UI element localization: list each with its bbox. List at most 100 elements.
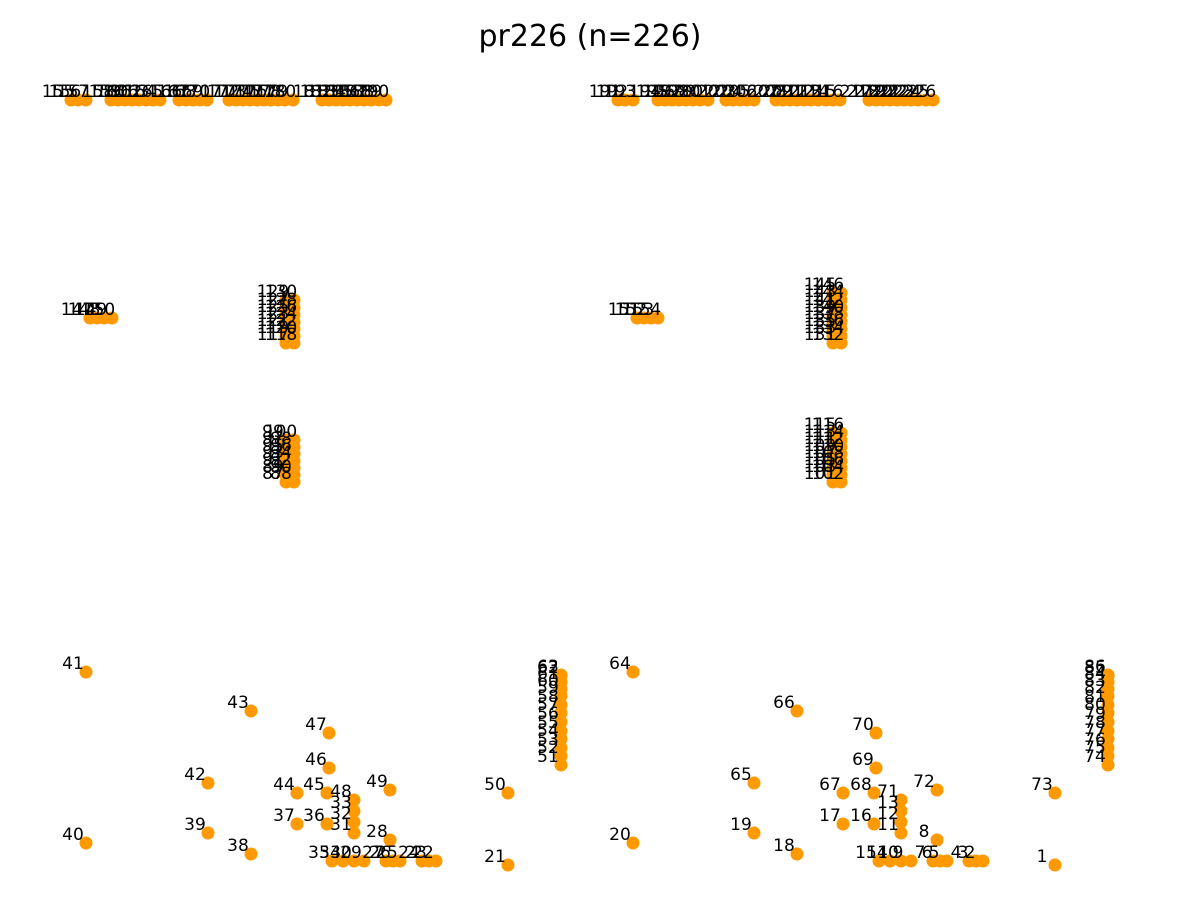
point-label: 44 (273, 775, 295, 795)
point-label: 171 (200, 82, 232, 102)
point-label: 195 (636, 82, 668, 102)
point-label: 187 (335, 82, 367, 102)
scatter-point (930, 833, 944, 847)
scatter-point (894, 804, 908, 818)
point-label: 203 (704, 82, 736, 102)
scatter-point (1101, 698, 1115, 712)
scatter-point (383, 833, 397, 847)
point-label: 37 (273, 806, 295, 826)
point-label: 34 (319, 843, 341, 863)
point-label: 192 (596, 82, 628, 102)
point-label: 158 (82, 82, 114, 102)
scatter-point (153, 93, 167, 107)
scatter-point (834, 286, 848, 300)
point-label: 102 (812, 464, 844, 484)
point-label: 118 (265, 325, 297, 345)
point-label: 196 (643, 82, 675, 102)
point-label: 161 (103, 82, 135, 102)
point-label: 53 (537, 730, 559, 750)
point-label: 10 (877, 843, 899, 863)
point-label: 94 (270, 443, 292, 463)
scatter-point (287, 433, 301, 447)
point-label: 41 (62, 654, 84, 674)
point-label: 121 (257, 311, 289, 331)
point-label: 93 (262, 443, 284, 463)
point-label: 216 (811, 82, 843, 102)
scatter-point (554, 698, 568, 712)
point-label: 47 (305, 715, 327, 735)
point-label: 210 (768, 82, 800, 102)
point-label: 191 (589, 82, 621, 102)
point-label: 91 (262, 450, 284, 470)
point-label: 132 (812, 325, 844, 345)
point-label: 165 (131, 82, 163, 102)
point-label: 166 (150, 82, 182, 102)
point-label: 31 (330, 815, 352, 835)
point-label: 183 (307, 82, 339, 102)
point-label: 99 (262, 422, 284, 442)
scatter-point (201, 776, 215, 790)
point-label: 141 (804, 290, 836, 310)
point-label: 1 (1037, 847, 1048, 867)
point-label: 67 (819, 775, 841, 795)
point-label: 177 (242, 82, 274, 102)
scatter-point (286, 93, 300, 107)
point-label: 178 (249, 82, 281, 102)
point-label: 185 (321, 82, 353, 102)
scatter-point (894, 854, 908, 868)
point-label: 13 (877, 793, 899, 813)
point-label: 207 (747, 82, 779, 102)
scatter-point (322, 761, 336, 775)
point-label: 214 (797, 82, 829, 102)
point-label: 186 (328, 82, 360, 102)
point-label: 65 (730, 765, 752, 785)
point-label: 124 (265, 304, 297, 324)
point-label: 21 (484, 847, 506, 867)
point-label: 170 (178, 82, 210, 102)
point-label: 87 (262, 464, 284, 484)
point-label: 172 (207, 82, 239, 102)
point-label: 28 (366, 822, 388, 842)
point-label: 115 (804, 415, 836, 435)
point-label: 109 (804, 436, 836, 456)
point-label: 12 (877, 804, 899, 824)
scatter-point (883, 854, 897, 868)
point-label: 219 (854, 82, 886, 102)
point-label: 134 (812, 318, 844, 338)
point-label: 120 (265, 318, 297, 338)
point-label: 62 (537, 658, 559, 678)
scatter-point (834, 426, 848, 440)
point-label: 156 (49, 82, 81, 102)
scatter-point (833, 93, 847, 107)
scatter-point (347, 804, 361, 818)
point-label: 206 (725, 82, 757, 102)
point-label: 86 (1084, 657, 1106, 677)
point-label: 162 (110, 82, 142, 102)
point-label: 215 (804, 82, 836, 102)
point-label: 90 (270, 457, 292, 477)
point-label: 110 (812, 436, 844, 456)
point-label: 96 (270, 436, 292, 456)
scatter-point (325, 854, 339, 868)
point-label: 188 (342, 82, 374, 102)
scatter-point (836, 817, 850, 831)
points-layer (64, 93, 1115, 872)
scatter-point (1101, 741, 1115, 755)
scatter-point (379, 854, 393, 868)
point-label: 224 (889, 82, 921, 102)
point-label: 142 (812, 290, 844, 310)
point-label: 136 (812, 311, 844, 331)
point-label: 149 (75, 300, 107, 320)
scatter-point (322, 726, 336, 740)
point-label: 169 (171, 82, 203, 102)
scatter-point (904, 854, 918, 868)
scatter-point (383, 783, 397, 797)
point-label: 208 (754, 82, 786, 102)
point-label: 211 (775, 82, 807, 102)
point-label: 15 (855, 843, 877, 863)
scatter-point (869, 726, 883, 740)
point-label: 83 (1084, 671, 1106, 691)
point-label: 43 (227, 693, 249, 713)
point-label: 199 (664, 82, 696, 102)
